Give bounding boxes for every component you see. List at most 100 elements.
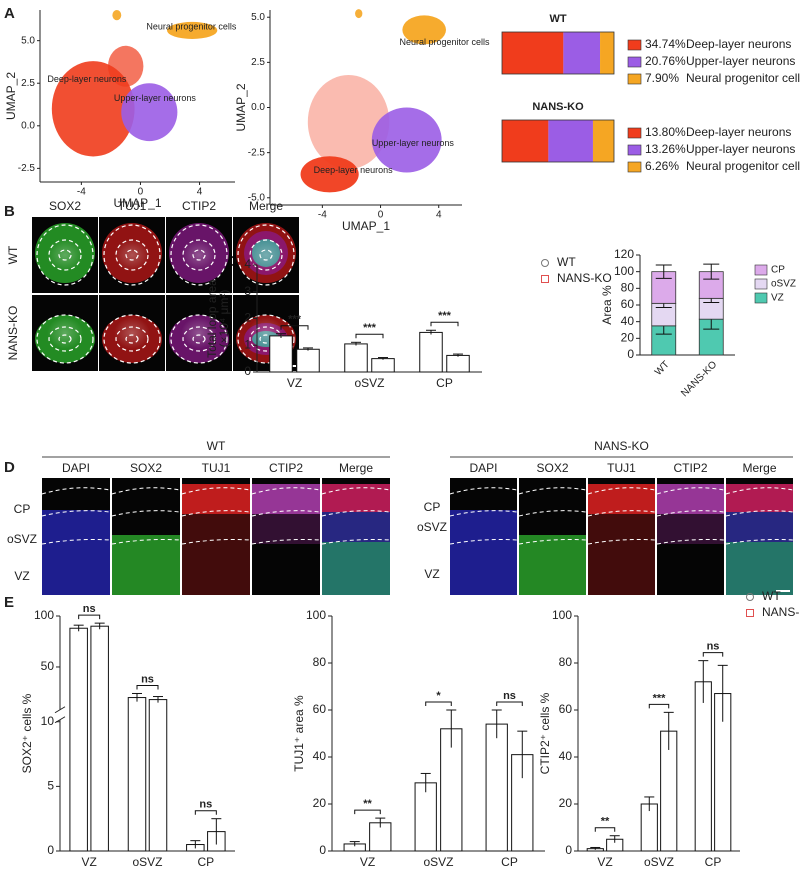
- boundary: [115, 239, 149, 271]
- y-tick-label: 60: [313, 702, 327, 716]
- cluster-annotation: Deep-layer neurons: [47, 74, 127, 84]
- x-tick-label: CP: [501, 855, 518, 869]
- composition-frame: [501, 119, 615, 163]
- legend-swatch: [627, 73, 642, 85]
- composition-segment: [563, 32, 601, 74]
- stain-label: CTIP2: [269, 461, 303, 475]
- stain: [322, 542, 390, 595]
- value-label: 7.90%: [645, 71, 679, 85]
- cluster-annotation: Upper-layer neurons: [114, 93, 197, 103]
- legend-swatch: [754, 292, 768, 304]
- boundary: [182, 326, 216, 352]
- boundary: [103, 314, 161, 364]
- legend-swatch: [627, 144, 642, 156]
- layer-label: VZ: [424, 567, 439, 581]
- y-tick-label: 3: [244, 284, 251, 298]
- significance: ns: [141, 673, 154, 685]
- y-tick-label: 40: [559, 749, 573, 763]
- significance-bracket: [280, 325, 309, 330]
- panel-label: D: [4, 459, 15, 476]
- composition-segment: [548, 120, 593, 162]
- boundary: [237, 224, 295, 286]
- axis-break-mark: [54, 706, 66, 714]
- legend-label: oSVZ: [771, 279, 796, 290]
- panel-label: A: [4, 5, 15, 22]
- panel-label: E: [4, 594, 14, 611]
- composition-segment: [600, 32, 614, 74]
- boundary: [249, 239, 283, 271]
- x-tick-label: 4: [436, 210, 442, 221]
- legend-swatch: [627, 161, 642, 173]
- glow: [114, 239, 150, 271]
- legend-label: Upper-layer neurons: [686, 142, 795, 156]
- boundary: [115, 326, 149, 352]
- x-tick-label: -4: [318, 210, 327, 221]
- y-axis-label: Total loop area: [205, 279, 219, 358]
- y-axis-label: Area %: [600, 285, 614, 325]
- y-tick-label: 100: [614, 264, 634, 278]
- stain-label: SOX2: [130, 461, 162, 475]
- y-tick-label: 2.5: [21, 78, 35, 89]
- row-label: WT: [6, 245, 20, 264]
- significance: ***: [363, 322, 377, 334]
- row-label: NANS-KO: [6, 306, 20, 361]
- x-tick-label: 0: [138, 187, 144, 198]
- y-axis-label: TUJ1⁺ area %: [292, 695, 306, 772]
- composition-title: WT: [549, 13, 566, 25]
- bar: [148, 699, 168, 852]
- significance-bracket: [354, 809, 381, 815]
- stain: [588, 484, 655, 514]
- significance-bracket: [194, 810, 217, 815]
- legend-swatch: [754, 264, 768, 276]
- cluster: [121, 83, 178, 142]
- significance-bracket: [496, 701, 523, 706]
- panel-label: B: [4, 203, 15, 220]
- cluster: [112, 10, 122, 21]
- group-title: NANS-KO: [594, 439, 649, 453]
- boundary: [192, 249, 206, 261]
- legend-label: NANS-KO: [557, 271, 612, 285]
- legend-label: Upper-layer neurons: [686, 54, 795, 68]
- legend-label: Neural progenitor cells: [686, 159, 800, 173]
- scale-bar: [776, 590, 790, 592]
- x-tick-label: VZ: [360, 855, 375, 869]
- glow: [248, 239, 284, 271]
- significance-bracket: [425, 701, 452, 706]
- cluster: [167, 21, 218, 39]
- y-tick-label: 0: [244, 364, 251, 378]
- significance: ***: [653, 692, 667, 704]
- stain: [588, 514, 655, 595]
- layer-label: oSVZ: [417, 520, 447, 534]
- stain: [42, 510, 110, 595]
- stain: [657, 484, 724, 514]
- cluster: [371, 107, 442, 173]
- y-tick-label: 40: [313, 749, 327, 763]
- bar: [69, 627, 88, 852]
- y-tick-label: 120: [614, 247, 634, 261]
- glow: [47, 317, 83, 349]
- stain-label: DAPI: [62, 461, 90, 475]
- glow: [181, 317, 217, 349]
- legend-label: Neural progenitor cells: [686, 71, 800, 85]
- bar: [127, 697, 147, 852]
- y-tick-label: 2.5: [251, 57, 265, 68]
- x-tick-label: 0: [378, 210, 384, 221]
- y-tick-label: 20: [621, 331, 635, 345]
- bar: [446, 354, 470, 373]
- boundary: [48, 326, 82, 352]
- significance-bracket: [702, 652, 724, 657]
- significance: ns: [503, 690, 516, 702]
- y-tick-label: 100: [306, 608, 326, 622]
- boundary: [58, 249, 72, 261]
- y-tick-label: 4: [244, 257, 251, 271]
- boundary: [103, 224, 161, 286]
- layer-label: VZ: [14, 569, 29, 583]
- cluster-annotation: Neural progenitor cells: [146, 21, 237, 31]
- stain-label: CTIP2: [673, 461, 707, 475]
- significance: **: [363, 798, 372, 810]
- x-tick-label: NANS-KO: [679, 359, 719, 399]
- value-label: 13.80%: [645, 125, 686, 139]
- stain: [657, 514, 724, 544]
- bar: [344, 343, 368, 373]
- boundary: [58, 334, 72, 344]
